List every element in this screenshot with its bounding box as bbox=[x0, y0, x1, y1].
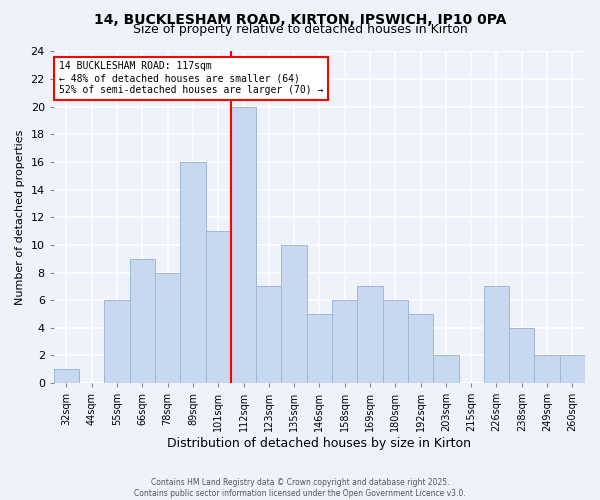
Text: 14, BUCKLESHAM ROAD, KIRTON, IPSWICH, IP10 0PA: 14, BUCKLESHAM ROAD, KIRTON, IPSWICH, IP… bbox=[94, 12, 506, 26]
Bar bbox=[155, 272, 181, 383]
Bar bbox=[358, 286, 383, 383]
Text: Contains HM Land Registry data © Crown copyright and database right 2025.
Contai: Contains HM Land Registry data © Crown c… bbox=[134, 478, 466, 498]
Bar bbox=[206, 231, 231, 383]
Text: Size of property relative to detached houses in Kirton: Size of property relative to detached ho… bbox=[133, 22, 467, 36]
Y-axis label: Number of detached properties: Number of detached properties bbox=[15, 130, 25, 305]
Bar bbox=[484, 286, 509, 383]
Bar bbox=[181, 162, 206, 383]
Bar bbox=[104, 300, 130, 383]
Bar bbox=[383, 300, 408, 383]
Bar bbox=[130, 258, 155, 383]
X-axis label: Distribution of detached houses by size in Kirton: Distribution of detached houses by size … bbox=[167, 437, 472, 450]
Bar bbox=[54, 369, 79, 383]
Bar bbox=[256, 286, 281, 383]
Bar bbox=[281, 245, 307, 383]
Text: 14 BUCKLESHAM ROAD: 117sqm
← 48% of detached houses are smaller (64)
52% of semi: 14 BUCKLESHAM ROAD: 117sqm ← 48% of deta… bbox=[59, 62, 323, 94]
Bar bbox=[231, 107, 256, 383]
Bar bbox=[560, 356, 585, 383]
Bar bbox=[408, 314, 433, 383]
Bar bbox=[509, 328, 535, 383]
Bar bbox=[535, 356, 560, 383]
Bar bbox=[433, 356, 458, 383]
Bar bbox=[307, 314, 332, 383]
Bar bbox=[332, 300, 358, 383]
